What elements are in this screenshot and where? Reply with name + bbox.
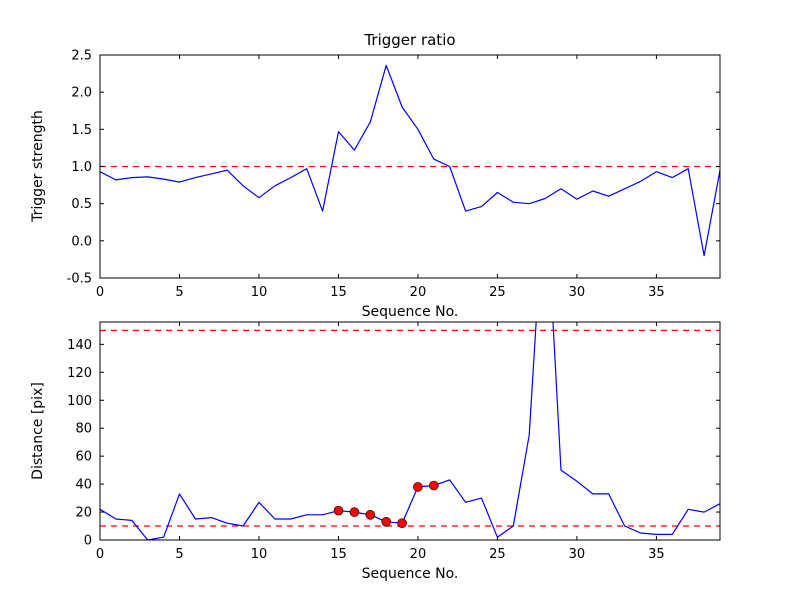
- x-tick-label: 10: [251, 285, 268, 300]
- x-tick-label: 5: [175, 547, 183, 562]
- bottom-y-axis-label: Distance [pix]: [30, 382, 46, 480]
- marker-point: [413, 482, 423, 492]
- y-tick-label: 120: [67, 366, 92, 381]
- x-tick-label: 15: [330, 547, 347, 562]
- y-tick-label: 20: [75, 506, 92, 521]
- y-tick-label: 0.0: [71, 234, 92, 249]
- plot-area: [100, 322, 720, 540]
- x-tick-label: 30: [569, 285, 586, 300]
- y-tick-label: 1.0: [71, 160, 92, 175]
- y-tick-label: 2.5: [71, 49, 92, 64]
- marker-point: [333, 505, 344, 516]
- plot-area: [100, 64, 720, 257]
- y-tick-label: 0: [84, 534, 92, 549]
- data-series-line: [100, 322, 720, 540]
- top-x-axis-label: Sequence No.: [362, 304, 459, 320]
- x-tick-label: 20: [410, 285, 427, 300]
- y-tick-label: 100: [67, 394, 92, 409]
- bottom-chart: 0 5 10 15 20 25 30 35 0 20 40 60 80 100 120 140: [67, 321, 721, 562]
- marker-point: [397, 518, 407, 529]
- x-tick-label: 25: [489, 547, 506, 562]
- top-chart: 0 5 10 15 20 25 30 35 -0.5 0.0 0.5 1.0 1.5 2.0 2.5: [67, 49, 721, 300]
- marker-point: [349, 507, 360, 517]
- x-tick-label: 25: [489, 285, 506, 300]
- y-tick-label: -0.5: [67, 272, 92, 287]
- y-tick-label: 40: [75, 478, 92, 493]
- x-tick-label: 15: [330, 285, 347, 300]
- top-y-axis-label: Trigger strength: [30, 110, 46, 223]
- x-tick-label: 10: [251, 547, 268, 562]
- y-tick-label: 2.0: [71, 86, 92, 101]
- y-tick-label: 140: [67, 338, 92, 353]
- x-tick-label: 30: [569, 547, 586, 562]
- bottom-x-axis-label: Sequence No.: [362, 566, 459, 582]
- marker-point: [428, 480, 439, 491]
- marker-point: [365, 509, 376, 520]
- x-tick-label: 0: [96, 285, 104, 300]
- x-tick-label: 35: [648, 285, 665, 300]
- x-tick-label: 35: [648, 547, 665, 562]
- axes-box: [99, 321, 721, 541]
- x-tick-label: 5: [175, 285, 183, 300]
- y-tick-label: 80: [75, 422, 92, 437]
- x-tick-label: 20: [410, 547, 427, 562]
- y-tick-label: 60: [75, 450, 92, 465]
- y-tick-label: 0.5: [71, 197, 92, 212]
- y-tick-label: 1.5: [71, 123, 92, 138]
- marker-point: [381, 516, 392, 527]
- x-tick-label: 0: [96, 547, 104, 562]
- data-series-line: [100, 64, 720, 257]
- chart-title: Trigger ratio: [363, 31, 455, 49]
